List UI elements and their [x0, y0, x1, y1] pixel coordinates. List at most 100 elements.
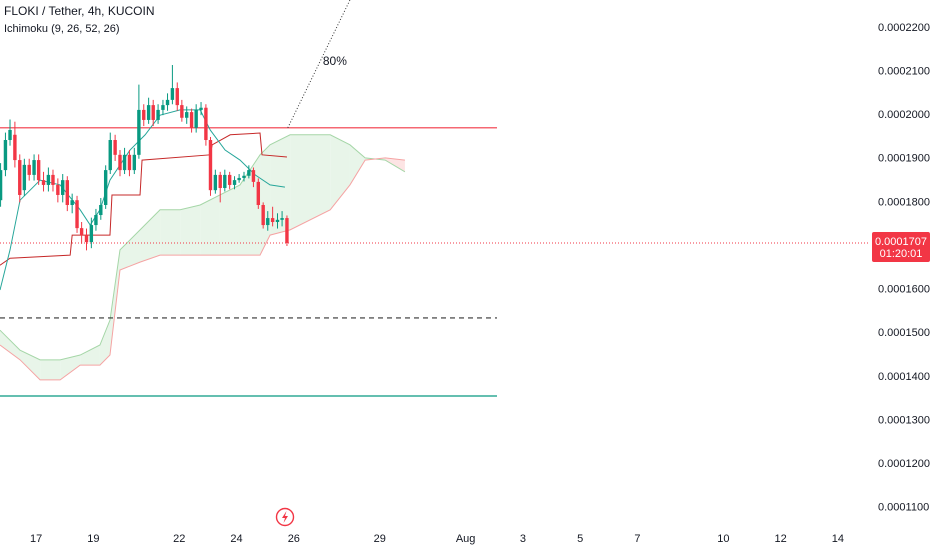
candle-body: [213, 174, 218, 191]
x-tick-label: Aug: [456, 533, 476, 545]
cloud-fill: [270, 134, 291, 236]
candle-body: [223, 174, 227, 188]
candle-body: [75, 200, 79, 229]
plot: 80%: [0, 0, 870, 397]
cloud-fill: [365, 157, 386, 161]
candle-body: [170, 88, 175, 100]
x-tick-label: 5: [577, 533, 583, 545]
x-tick-label: 19: [87, 533, 99, 545]
candle-body: [22, 164, 27, 191]
span-b-line: [0, 157, 405, 381]
y-tick-label: 0.0001100: [878, 502, 929, 514]
candle-body: [61, 180, 65, 195]
candle-body: [256, 181, 261, 205]
y-tick-label: 0.0002000: [878, 109, 930, 121]
x-tick-label: 10: [717, 533, 729, 545]
candle-body: [227, 174, 232, 185]
candle-body: [204, 107, 208, 141]
x-tick-label: 3: [520, 533, 526, 545]
y-tick-label: 0.0002100: [878, 65, 930, 77]
y-tick-label: 0.0001200: [878, 458, 930, 470]
candle-body: [165, 99, 170, 106]
candle-body: [94, 215, 98, 226]
trend-label: 80%: [323, 54, 347, 68]
candle-body: [194, 109, 198, 128]
candle-body: [156, 109, 160, 120]
candle-body: [18, 160, 22, 195]
base-line: [0, 132, 287, 266]
candle-body: [13, 134, 17, 161]
candle-body: [65, 180, 69, 205]
cloud-fill: [219, 184, 240, 256]
icon-ring[interactable]: [275, 507, 295, 527]
cloud-fill: [0, 330, 21, 360]
candle-body: [151, 105, 155, 120]
candle-body: [266, 218, 270, 226]
candle-body: [103, 170, 108, 205]
cloud-fill: [80, 345, 100, 366]
candle-body: [132, 154, 137, 171]
cloud-fill: [109, 249, 120, 356]
candle-body: [237, 177, 241, 181]
cloud-fill: [140, 209, 161, 263]
cloud-fill: [330, 134, 350, 210]
candle-body: [79, 228, 84, 236]
x-tick-label: 22: [173, 533, 185, 545]
candle-body: [175, 88, 179, 106]
cloud-fill: [290, 134, 331, 230]
cloud-fill: [99, 320, 110, 366]
candle-body: [108, 140, 112, 171]
x-tick-label: 17: [30, 533, 42, 545]
candle-body: [56, 184, 60, 195]
indicator-label: Ichimoku (9, 26, 52, 26): [4, 23, 120, 35]
candle-body: [137, 109, 141, 155]
candle-body: [70, 200, 74, 205]
x-tick-label: 24: [230, 533, 242, 545]
candle-body: [27, 164, 31, 175]
candle-body: [118, 154, 122, 171]
candle-body: [127, 154, 132, 171]
x-tick-label: 12: [775, 533, 787, 545]
y-tick-label: 0.0001800: [878, 196, 930, 208]
candle-body: [247, 170, 251, 176]
candle-body: [189, 112, 194, 128]
candle-body: [208, 140, 213, 191]
countdown-label: 01:20:01: [880, 248, 923, 260]
candle-body: [99, 204, 103, 216]
cloud-fill: [180, 204, 201, 256]
candle-body: [3, 140, 8, 171]
candle-body: [270, 218, 275, 223]
candle-body: [280, 218, 284, 220]
cloud-fill: [60, 355, 81, 380]
x-tick-label: 29: [374, 533, 386, 545]
x-tick-label: 7: [634, 533, 640, 545]
candle-body: [261, 204, 265, 226]
price-label-box: [872, 231, 930, 262]
candle-body: [51, 174, 55, 185]
cloud-fill: [160, 209, 181, 256]
candle-body: [285, 218, 289, 243]
candle-body: [242, 175, 246, 178]
x-tick-label: 14: [832, 533, 844, 545]
candle-body: [218, 174, 222, 188]
cloud-fill: [40, 359, 61, 380]
candle-body: [0, 170, 3, 201]
flash-icon[interactable]: [275, 507, 295, 527]
candle-body: [161, 105, 165, 110]
y-tick-label: 0.0001900: [878, 153, 930, 165]
y-tick-label: 0.0001500: [878, 327, 930, 339]
chart-title: FLOKI / Tether, 4h, KUCOIN: [4, 4, 155, 18]
candle-body: [32, 160, 36, 175]
candle-body: [41, 180, 46, 185]
candle-body: [122, 154, 127, 171]
candle-body: [199, 107, 203, 110]
candle-body: [275, 219, 280, 223]
icon-bolt[interactable]: [282, 511, 288, 523]
cloud-fill: [119, 229, 141, 270]
span-a-line: [0, 134, 406, 361]
candle-body: [146, 105, 151, 120]
x-tick-label: 26: [288, 533, 300, 545]
candle-body: [180, 105, 184, 118]
